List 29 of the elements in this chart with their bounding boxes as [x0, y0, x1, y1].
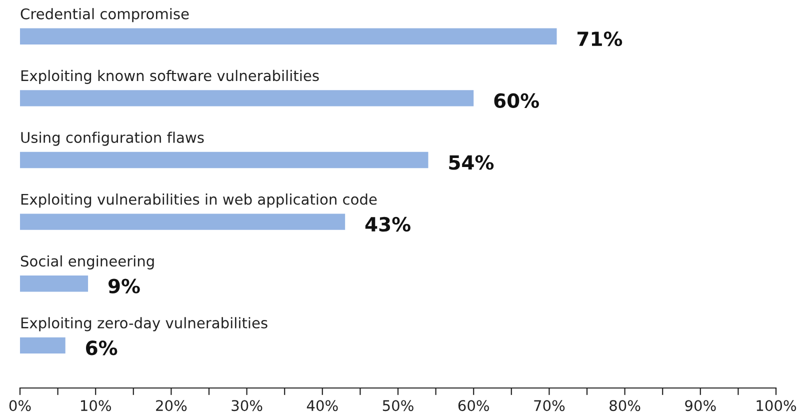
data-label: 54% [449, 155, 494, 170]
x-tick-label: 100% [756, 400, 796, 412]
y-tick-label: Social engineering [20, 255, 154, 270]
bar [20, 28, 557, 44]
x-tick-label: 70% [534, 400, 565, 412]
data-label: 6% [86, 340, 118, 356]
bar [20, 214, 346, 230]
x-tick-label: 40% [306, 400, 338, 412]
x-tick-label: 20% [156, 400, 187, 412]
y-tick-label: Exploiting vulnerabilities in web application code [21, 194, 377, 208]
data-label: 71% [578, 31, 622, 46]
y-tick-label: Using configuration flaws [21, 132, 204, 146]
y-tick-label: Credential compromise [20, 8, 189, 22]
x-tick-label: 60% [458, 400, 489, 412]
bar [20, 276, 88, 292]
data-label: 9% [108, 278, 140, 294]
x-tick-label: 0% [9, 400, 31, 412]
bar [20, 152, 428, 168]
x-tick-label: 80% [610, 400, 640, 412]
x-tick-label: 90% [685, 400, 716, 412]
bar [20, 90, 474, 106]
x-tick-label: 10% [80, 400, 111, 412]
y-tick-label: Exploiting known software vulnerabilities [21, 70, 319, 84]
y-tick-label: Exploiting zero-day vulnerabilities [21, 317, 268, 332]
data-label: 43% [365, 216, 410, 232]
x-tick-label: 50% [382, 400, 414, 412]
x-tick-label: 30% [232, 400, 262, 412]
data-label: 60% [494, 93, 539, 108]
bar [20, 337, 66, 354]
